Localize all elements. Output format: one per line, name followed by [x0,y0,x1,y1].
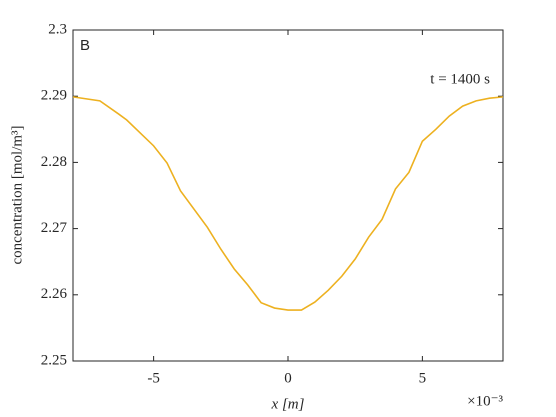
x-tick-label: 5 [419,370,427,386]
y-tick-label: 2.27 [41,220,68,236]
x-multiplier: ×10⁻³ [467,393,503,409]
y-tick-label: 2.25 [41,352,67,368]
x-tick-label: 0 [284,370,292,386]
annotation: t = 1400 s [430,71,490,87]
data-line [72,96,504,311]
x-tick-label: -5 [147,370,160,386]
x-axis-label: x [m] [271,396,305,412]
y-axis-label: concentration [mol/m³] [9,125,25,264]
y-tick-label: 2.29 [41,88,67,104]
y-tick-label: 2.26 [41,286,68,302]
plot-box [72,29,504,362]
panel-label: B [80,37,90,54]
y-tick-label: 2.3 [48,21,67,37]
y-tick-label: 2.28 [41,154,67,170]
